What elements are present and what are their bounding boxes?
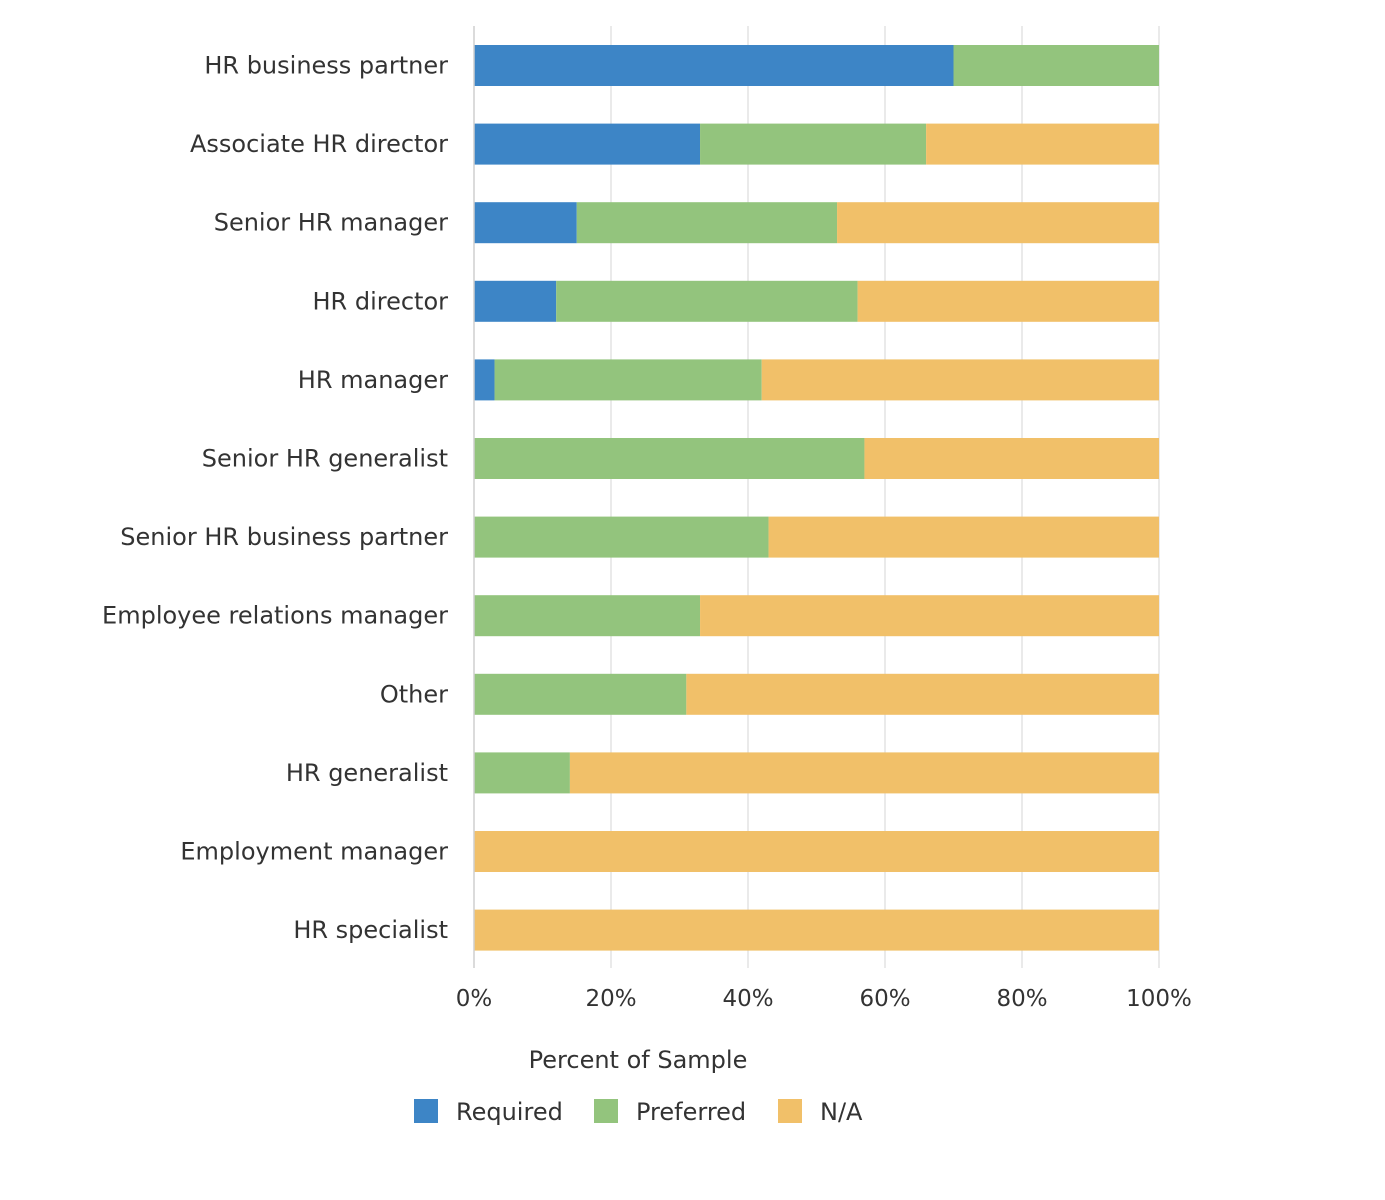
category-label-hr-specialist: HR specialist [293, 916, 448, 944]
bar-senior-hr-manager-n-a [837, 202, 1159, 244]
bar-senior-hr-generalist-preferred [474, 438, 865, 479]
x-axis-title: Percent of Sample [529, 1046, 748, 1074]
bar-associate-hr-director-required [474, 123, 701, 165]
x-tick-label-100: 100% [1126, 986, 1192, 1012]
bar-other-preferred [474, 673, 687, 715]
category-label-employment-manager: Employment manager [180, 838, 448, 866]
bar-associate-hr-director-n-a [926, 123, 1159, 165]
bar-hr-business-partner-required [474, 45, 954, 86]
bar-hr-manager-preferred [494, 359, 762, 401]
bar-employment-manager-n-a [474, 831, 1159, 872]
category-label-employee-relations-manager: Employee relations manager [102, 602, 448, 630]
legend-label-preferred: Preferred [636, 1098, 746, 1126]
legend-swatch-preferred [594, 1099, 618, 1123]
bar-hr-generalist-n-a [569, 752, 1159, 794]
bar-senior-hr-generalist-n-a [864, 438, 1159, 479]
legend-item-required[interactable]: Required [414, 1098, 563, 1126]
x-tick-labels: 0% 20% 40% 60% 80% 100% [456, 986, 1192, 1012]
bar-hr-director-preferred [556, 280, 858, 322]
category-label-associate-hr-director: Associate HR director [190, 130, 448, 158]
bar-other-n-a [686, 673, 1159, 715]
bar-hr-manager-n-a [761, 359, 1159, 401]
x-tick-label-80: 80% [996, 986, 1047, 1012]
legend-item-preferred[interactable]: Preferred [594, 1098, 746, 1126]
bar-hr-generalist-preferred [474, 752, 570, 794]
bar-hr-director-required [474, 280, 557, 322]
category-label-hr-director: HR director [312, 287, 448, 315]
category-label-senior-hr-business-partner: Senior HR business partner [120, 523, 448, 551]
category-label-other: Other [380, 680, 448, 708]
category-label-senior-hr-manager: Senior HR manager [214, 209, 448, 237]
legend-label-n-a: N/A [820, 1098, 863, 1126]
x-tick-label-60: 60% [859, 986, 910, 1012]
grid-lines [610, 26, 1160, 968]
legend-label-required: Required [456, 1098, 563, 1126]
legend-swatch-n-a [778, 1099, 802, 1123]
category-labels: HR business partner Associate HR director… [102, 52, 448, 945]
category-label-hr-business-partner: HR business partner [204, 52, 448, 80]
bar-hr-manager-required [474, 359, 495, 401]
bars [474, 45, 1159, 951]
bar-hr-director-n-a [857, 280, 1159, 322]
x-tick-label-0: 0% [456, 986, 493, 1012]
bar-senior-hr-business-partner-preferred [474, 516, 769, 558]
bar-associate-hr-director-preferred [700, 123, 927, 165]
bar-hr-specialist-n-a [474, 909, 1159, 951]
category-label-hr-manager: HR manager [298, 366, 448, 394]
legend-item-n-a[interactable]: N/A [778, 1098, 863, 1126]
bar-senior-hr-manager-preferred [576, 202, 838, 244]
bar-employee-relations-manager-preferred [474, 595, 701, 637]
x-tick-label-40: 40% [722, 986, 773, 1012]
category-label-senior-hr-generalist: Senior HR generalist [202, 445, 448, 473]
x-tick-label-20: 20% [585, 986, 636, 1012]
bar-hr-business-partner-preferred [953, 45, 1159, 86]
legend-swatch-required [414, 1099, 438, 1123]
bar-employee-relations-manager-n-a [700, 595, 1159, 637]
bar-senior-hr-business-partner-n-a [768, 516, 1159, 558]
legend: Required Preferred N/A [414, 1098, 863, 1126]
bar-senior-hr-manager-required [474, 202, 577, 244]
category-label-hr-generalist: HR generalist [286, 759, 448, 787]
